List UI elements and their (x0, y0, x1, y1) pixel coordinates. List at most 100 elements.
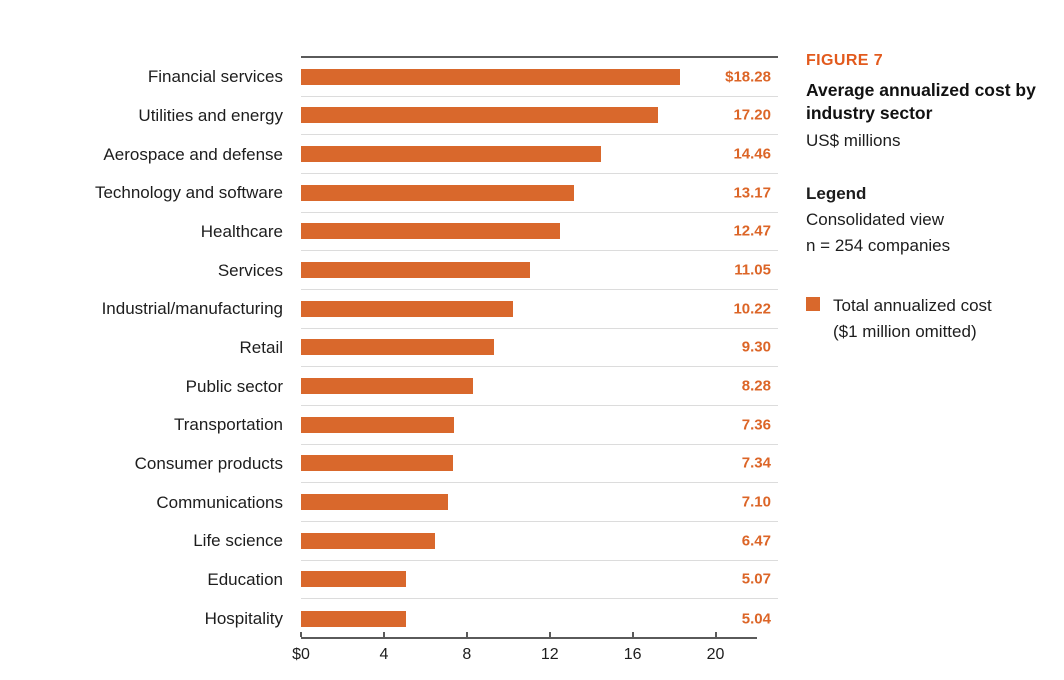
bar-row: Communications 7.10 (0, 483, 778, 522)
category-label: Utilities and energy (138, 105, 283, 125)
bar-row: Transportation 7.36 (0, 406, 778, 445)
bar (301, 339, 494, 356)
bar (301, 571, 407, 588)
category-label: Services (217, 260, 283, 280)
bar (301, 184, 574, 201)
bar-row: Education 5.07 (0, 561, 778, 600)
value-label: 7.10 (741, 493, 771, 511)
legend-item-label: Total annualized cost ($1 million omitte… (833, 295, 992, 342)
bar-track: 10.22 (301, 290, 778, 329)
bar (301, 494, 449, 511)
category-label: Transportation (174, 415, 283, 435)
category-label: Consumer products (134, 453, 283, 473)
bar (301, 146, 601, 163)
axis-tick (548, 632, 551, 637)
legend-heading: Legend (806, 183, 867, 203)
figure-number-label: FIGURE 7 (806, 52, 883, 69)
category-label: Retail (239, 337, 283, 357)
bar (301, 223, 560, 240)
plot-top-border (301, 56, 778, 58)
category-label: Communications (156, 492, 283, 512)
bar-track: 5.07 (301, 561, 778, 600)
value-label: 11.05 (734, 261, 771, 279)
bar-row: Public sector 8.28 (0, 367, 778, 406)
axis-tick-label: 12 (540, 646, 559, 663)
value-label: 5.04 (741, 610, 771, 628)
bar (301, 262, 530, 279)
value-label: 9.30 (741, 338, 771, 356)
axis-tick-label: 4 (379, 646, 389, 663)
bar (301, 68, 680, 85)
legend-sample-size-line: n = 254 companies (806, 236, 951, 256)
bar (301, 300, 513, 317)
bar-track: $18.28 (301, 58, 778, 97)
bar-row: Life science 6.47 (0, 522, 778, 561)
bar-row: Retail 9.30 (0, 329, 778, 368)
bar-track: 12.47 (301, 213, 778, 252)
value-label: 7.34 (741, 454, 771, 472)
legend-swatch-icon (806, 296, 820, 311)
bar-track: 17.20 (301, 97, 778, 136)
bar-track: 7.36 (301, 406, 778, 445)
bar-rows: Financial services $18.28 Utilities and en… (0, 58, 778, 638)
x-axis: $0 4 8 12 16 20 (292, 632, 757, 663)
value-label: 12.47 (733, 222, 771, 240)
category-label: Hospitality (204, 608, 283, 628)
bar-row: Industrial/manufacturing 10.22 (0, 290, 778, 329)
bar-track: 6.47 (301, 522, 778, 561)
value-label: 7.36 (741, 416, 771, 434)
legend-item: Total annualized cost ($1 million omitte… (806, 293, 1056, 346)
axis-tick-label: 20 (706, 646, 725, 663)
bar-track: 11.05 (301, 251, 778, 290)
bar-row: Hospitality 5.04 (0, 599, 778, 638)
axis-tick-label: $0 (292, 646, 310, 663)
info-panel: FIGURE 7 Average annualized cost by indu… (806, 52, 1056, 345)
bar-row: Healthcare 12.47 (0, 213, 778, 252)
axis-tick (631, 632, 634, 637)
value-label: 8.28 (741, 377, 771, 395)
bar (301, 416, 454, 433)
value-label: 10.22 (733, 300, 771, 318)
category-label: Life science (193, 531, 283, 551)
axis-tick (714, 632, 717, 637)
bar-track: 7.10 (301, 483, 778, 522)
category-label: Public sector (185, 376, 283, 396)
value-label: 13.17 (733, 184, 771, 202)
category-label: Aerospace and defense (103, 144, 283, 164)
bar-row: Consumer products 7.34 (0, 445, 778, 484)
value-label: $18.28 (725, 68, 771, 86)
value-label: 14.46 (733, 145, 771, 163)
figure-subtitle: US$ millions (806, 130, 901, 150)
bar (301, 610, 406, 627)
legend-view-line: Consolidated view (806, 209, 944, 229)
category-label: Industrial/manufacturing (101, 299, 283, 319)
bar-track: 9.30 (301, 329, 778, 368)
bar (301, 532, 436, 549)
axis-tick (382, 632, 385, 637)
bar-track: 7.34 (301, 445, 778, 484)
bar-row: Utilities and energy 17.20 (0, 97, 778, 136)
category-label: Healthcare (200, 221, 283, 241)
bar-row: Services 11.05 (0, 251, 778, 290)
value-label: 6.47 (741, 532, 771, 550)
bar-row: Technology and software 13.17 (0, 174, 778, 213)
bar (301, 378, 473, 395)
value-label: 5.07 (741, 570, 771, 588)
figure-title: Average annualized cost by industry sect… (806, 80, 1036, 124)
axis-tick-label: 8 (462, 646, 472, 663)
value-label: 17.20 (733, 106, 771, 124)
bar-track: 5.04 (301, 599, 778, 638)
axis-tick (300, 632, 302, 637)
category-label: Financial services (147, 67, 283, 87)
category-label: Technology and software (94, 183, 283, 203)
category-label: Education (207, 569, 283, 589)
bar-row: Aerospace and defense 14.46 (0, 135, 778, 174)
bar-track: 13.17 (301, 174, 778, 213)
bar (301, 107, 658, 124)
bar-track: 14.46 (301, 135, 778, 174)
bar-row: Financial services $18.28 (0, 58, 778, 97)
axis-tick (465, 632, 468, 637)
bar (301, 455, 454, 472)
bar-track: 8.28 (301, 367, 778, 406)
